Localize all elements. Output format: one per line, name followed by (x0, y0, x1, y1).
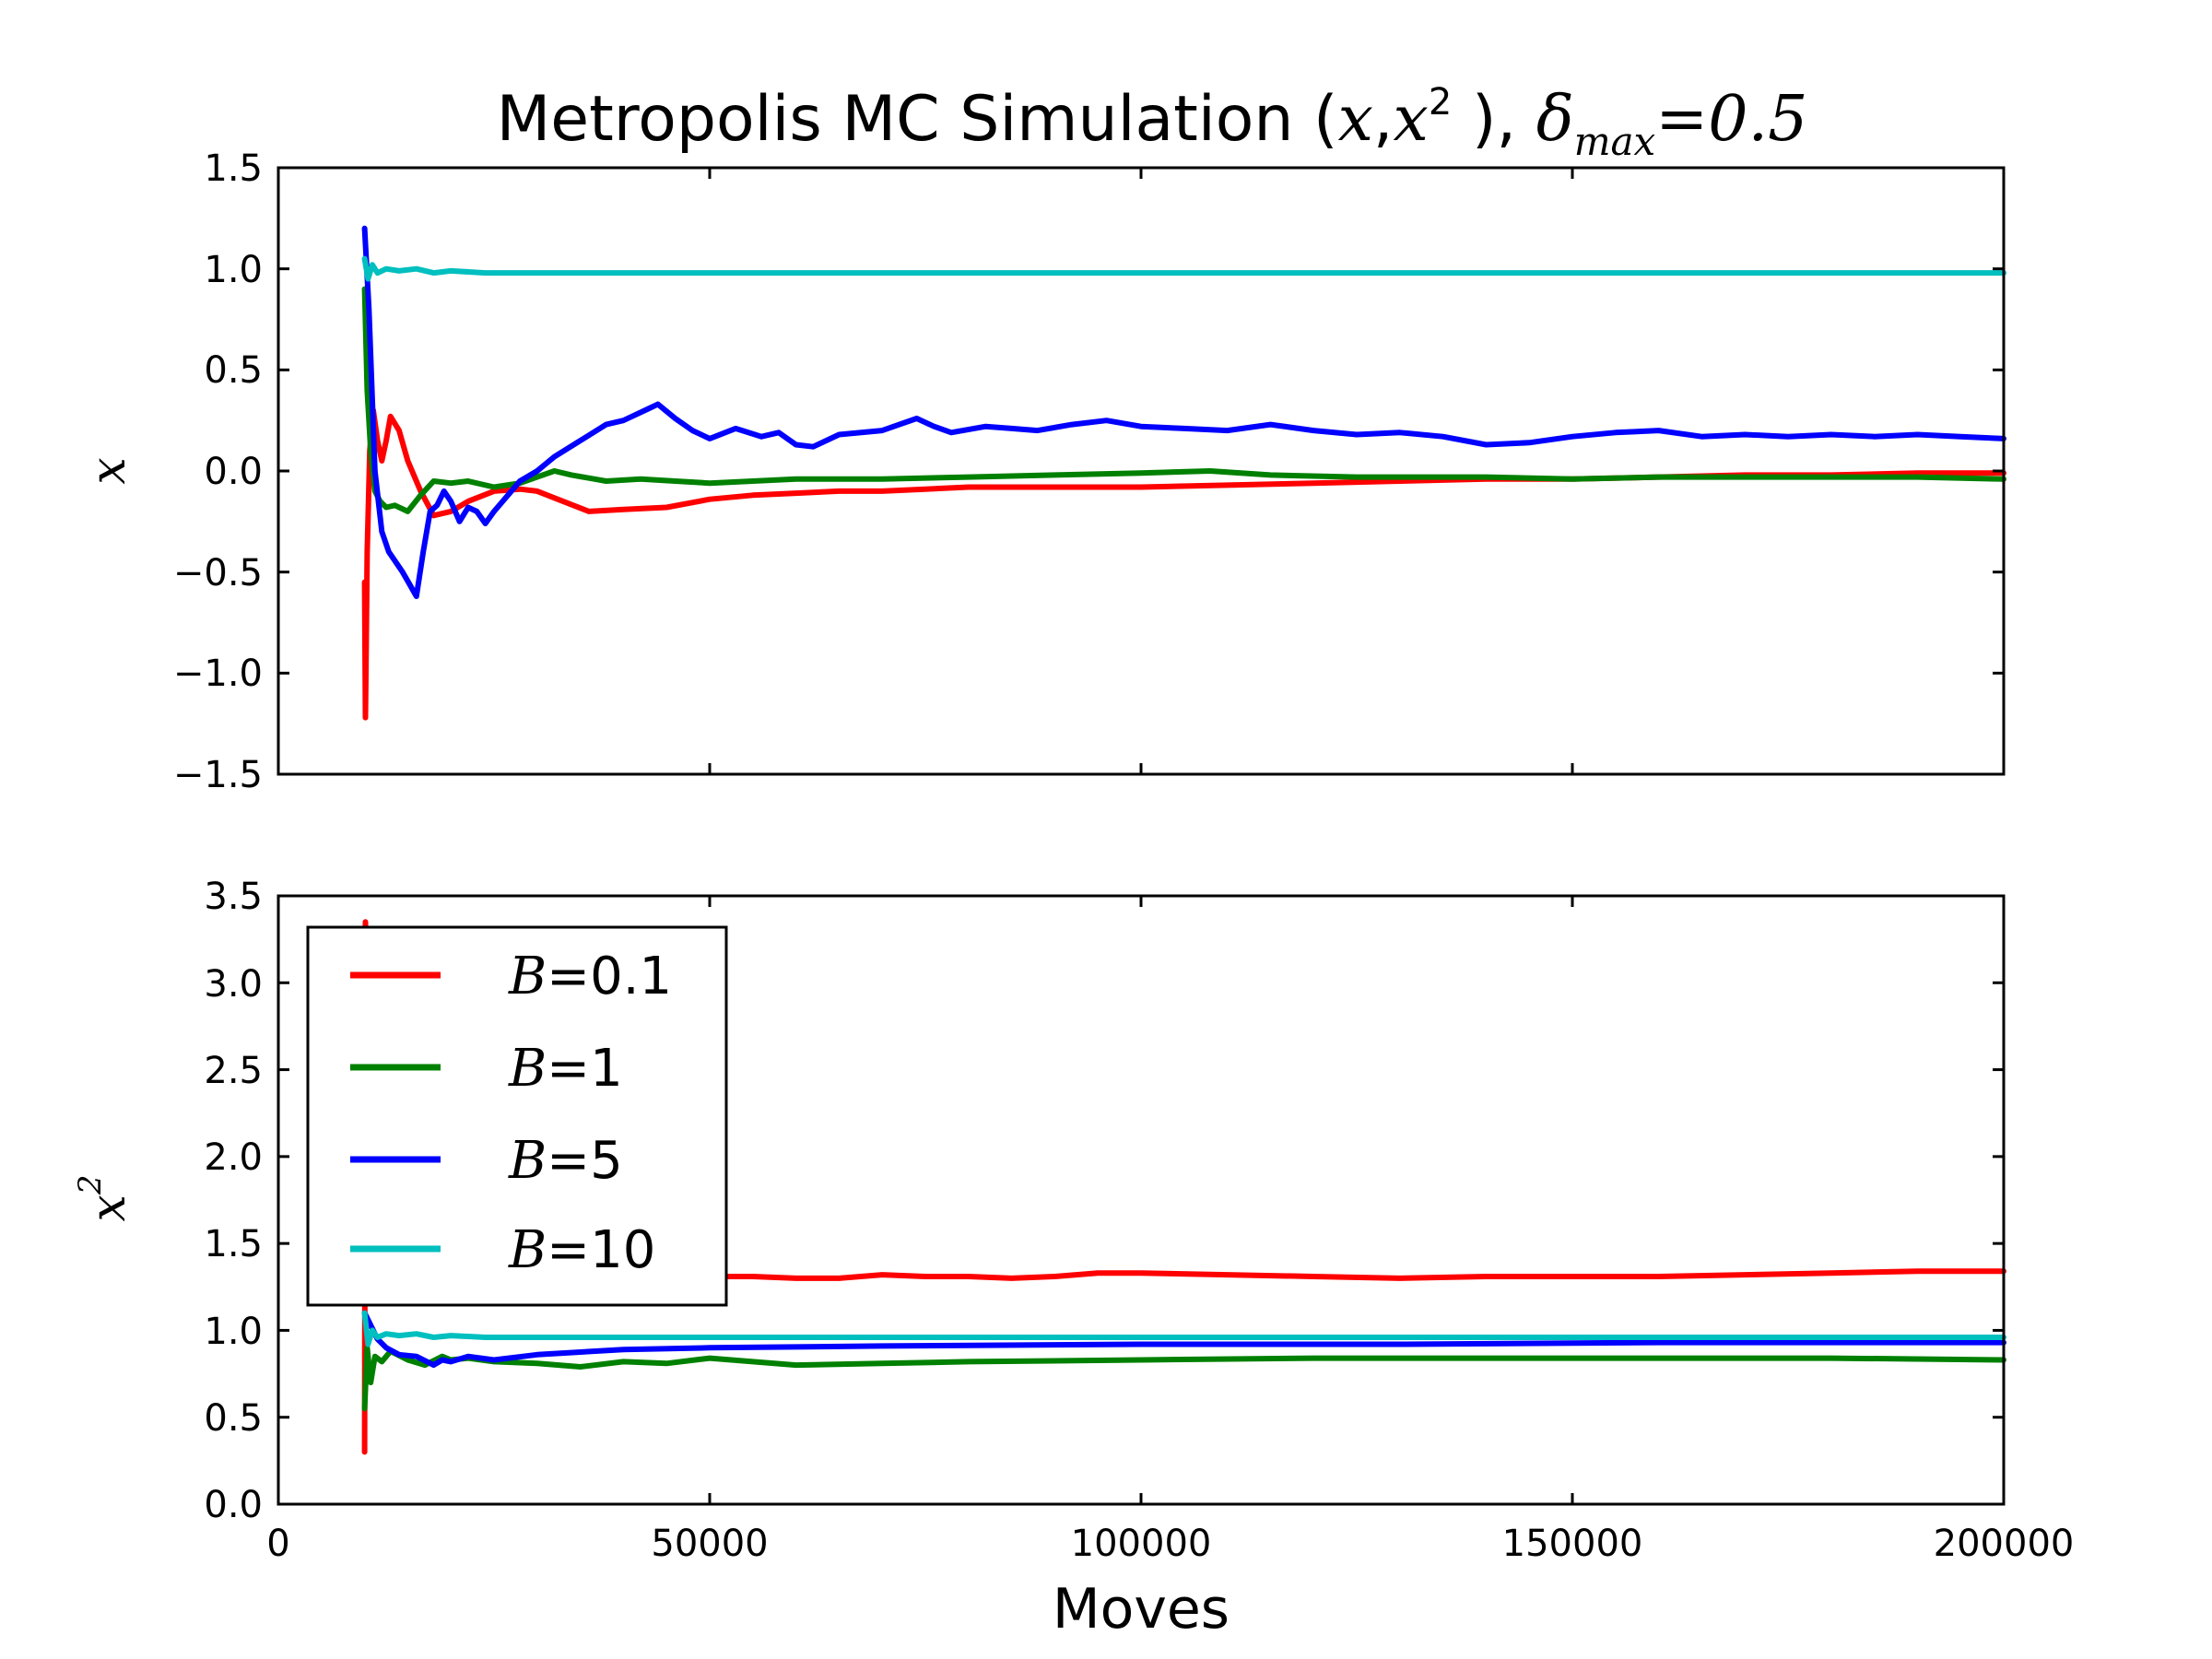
bottom-series-line (361, 1310, 2006, 1369)
bottom-x-tick-labels: 0 50000 100000 150000 200000 (266, 1523, 2074, 1565)
top-y-axis-label: x (81, 457, 136, 484)
x-tick-label: 0 (266, 1523, 289, 1565)
legend-value: =10 (547, 1220, 655, 1280)
title-part: =0.5 (1655, 83, 1807, 156)
title-part: ), (1452, 83, 1535, 156)
y-tick-label: 1.5 (204, 147, 263, 190)
title-part: x (1394, 83, 1429, 156)
title-part: Metropolis MC Simulation ( (497, 83, 1338, 156)
y-tick-label: −1.5 (173, 754, 263, 796)
y-tick-label: 0.0 (204, 1484, 263, 1526)
top-panel: 1.5 1.0 0.5 0.0 −0.5 −1.0 −1.5 x (81, 147, 2006, 796)
top-series-line (361, 286, 2006, 514)
legend-var: B (508, 1039, 547, 1099)
legend-var: B (508, 947, 547, 1006)
x-tick-label: 200000 (1934, 1523, 2075, 1565)
x-axis-label: Moves (1053, 1577, 1230, 1641)
legend-value: =1 (547, 1039, 623, 1099)
y-tick-label: 2.5 (204, 1050, 263, 1092)
y-tick-label: 0.0 (204, 451, 263, 493)
y-tick-label: −0.5 (173, 552, 263, 594)
bottom-y-tick-labels: 3.5 3.0 2.5 2.0 1.5 1.0 0.5 0.0 (204, 876, 263, 1526)
top-series-line (361, 407, 2006, 721)
y-tick-label: 0.5 (204, 1397, 263, 1440)
legend-var: B (508, 1131, 547, 1191)
x-tick-label: 150000 (1502, 1523, 1643, 1565)
chart-title: Metropolis MC Simulation (x,x2 ), δmax=0… (497, 81, 1808, 164)
title-part: x (1338, 83, 1373, 156)
bottom-panel: 3.5 3.0 2.5 2.0 1.5 1.0 0.5 0.0 0 50000 … (72, 876, 2074, 1641)
legend: B=0.1 B=1 B=5 B=10 (306, 925, 728, 1307)
legend-frame (306, 925, 728, 1307)
bottom-series-line (361, 1345, 2006, 1412)
x-tick-label: 100000 (1071, 1523, 1212, 1565)
legend-label: B=10 (508, 1220, 655, 1280)
y-label-superscript: 2 (72, 1175, 109, 1196)
y-tick-label: 0.5 (204, 349, 263, 392)
y-tick-label: 1.5 (204, 1223, 263, 1265)
top-plot-lines (361, 225, 2006, 721)
top-series-line (361, 255, 2006, 282)
legend-label: B=0.1 (508, 947, 672, 1006)
legend-label: B=1 (508, 1039, 623, 1099)
legend-label: B=5 (508, 1131, 623, 1191)
legend-var: B (508, 1220, 547, 1280)
y-tick-label: 2.0 (204, 1136, 263, 1179)
top-series-line (361, 225, 2006, 599)
title-part: δ (1536, 83, 1574, 156)
y-tick-label: −1.0 (173, 653, 263, 695)
top-ticks (276, 166, 2006, 776)
title-part: max (1574, 119, 1656, 164)
y-tick-label: 3.5 (204, 876, 263, 918)
bottom-ticks (276, 894, 2006, 1506)
y-label-base: x (81, 1194, 136, 1221)
legend-value: =0.1 (547, 947, 672, 1006)
y-tick-label: 1.0 (204, 1311, 263, 1353)
title-part: 2 (1429, 81, 1452, 124)
top-y-tick-labels: 1.5 1.0 0.5 0.0 −0.5 −1.0 −1.5 (173, 147, 263, 796)
x-tick-label: 50000 (651, 1523, 768, 1565)
bottom-y-axis-label: x2 (72, 1175, 136, 1222)
title-part: , (1373, 83, 1394, 156)
legend-value: =5 (547, 1131, 623, 1191)
y-tick-label: 1.0 (204, 249, 263, 291)
bottom-series-line (361, 1310, 2006, 1347)
y-tick-label: 3.0 (204, 963, 263, 1006)
